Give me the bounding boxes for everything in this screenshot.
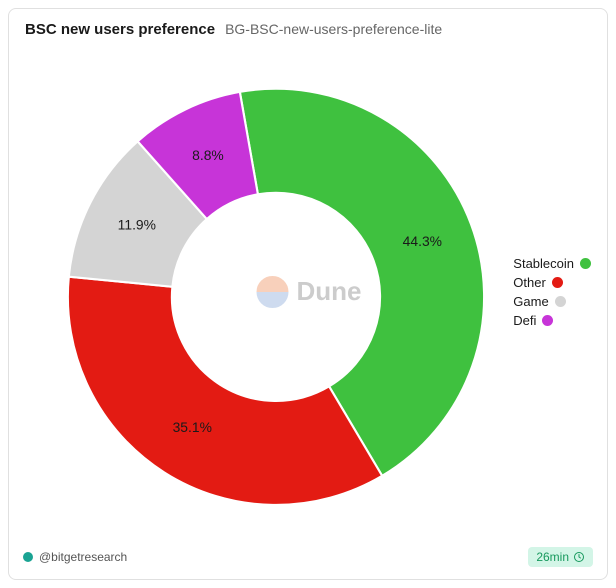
legend-dot-icon <box>555 296 566 307</box>
chart-card: BSC new users preference BG-BSC-new-user… <box>8 8 608 580</box>
time-badge[interactable]: 26min <box>528 547 593 567</box>
legend-label: Game <box>513 294 548 309</box>
card-footer: @bitgetresearch 26min <box>9 537 607 579</box>
chart-subtitle: BG-BSC-new-users-preference-lite <box>225 21 442 37</box>
time-label: 26min <box>536 550 569 564</box>
legend-label: Other <box>513 275 546 290</box>
author-dot-icon <box>23 552 33 562</box>
slice-label: 11.9% <box>118 217 156 233</box>
legend-item[interactable]: Other <box>513 275 591 290</box>
author-link[interactable]: @bitgetresearch <box>23 550 127 564</box>
slice-label: 8.8% <box>192 147 224 163</box>
legend-item[interactable]: Defi <box>513 313 591 328</box>
chart-area: 44.3%35.1%11.9%8.8% Dune StablecoinOther… <box>9 46 607 537</box>
chart-title: BSC new users preference <box>25 21 215 38</box>
card-header: BSC new users preference BG-BSC-new-user… <box>9 9 607 46</box>
legend-dot-icon <box>552 277 563 288</box>
legend-label: Defi <box>513 313 536 328</box>
slice-label: 35.1% <box>173 419 212 435</box>
legend-item[interactable]: Game <box>513 294 591 309</box>
legend-dot-icon <box>542 315 553 326</box>
legend-label: Stablecoin <box>513 256 574 271</box>
clock-icon <box>573 551 585 563</box>
legend-item[interactable]: Stablecoin <box>513 256 591 271</box>
slice-label: 44.3% <box>403 233 442 249</box>
chart-legend: Stablecoin Other Game Defi <box>513 256 591 328</box>
author-handle: @bitgetresearch <box>39 550 127 564</box>
legend-dot-icon <box>580 258 591 269</box>
